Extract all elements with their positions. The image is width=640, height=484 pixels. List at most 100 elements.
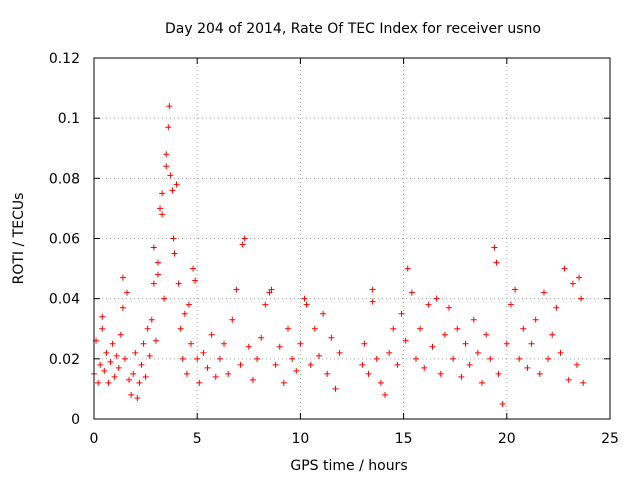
data-point [470, 316, 477, 323]
data-point [97, 361, 104, 368]
data-point [580, 379, 587, 386]
data-point [576, 274, 583, 281]
data-point [159, 211, 166, 218]
data-point [311, 325, 318, 332]
data-point [454, 325, 461, 332]
data-point [188, 340, 195, 347]
data-point [361, 340, 368, 347]
data-point [272, 361, 279, 368]
data-point [183, 370, 190, 377]
data-point [398, 310, 405, 317]
data-point [549, 331, 556, 338]
data-point [181, 310, 188, 317]
data-point [175, 280, 182, 287]
data-point [111, 373, 118, 380]
data-point [394, 361, 401, 368]
chart-title: Day 204 of 2014, Rate Of TEC Index for r… [165, 21, 541, 37]
data-point [171, 250, 178, 257]
data-point [134, 394, 141, 401]
data-point [450, 355, 457, 362]
data-point [107, 358, 114, 365]
data-point [503, 340, 510, 347]
data-point [324, 370, 331, 377]
data-point [152, 337, 159, 344]
data-point [441, 331, 448, 338]
data-point [239, 241, 246, 248]
data-point [254, 355, 261, 362]
y-tick-label: 0.02 [49, 352, 80, 368]
data-point [113, 352, 120, 359]
data-point [565, 376, 572, 383]
data-point [382, 391, 389, 398]
data-point [179, 355, 186, 362]
data-point [466, 361, 473, 368]
y-axis-label: ROTI / TECUs [11, 193, 27, 285]
data-point [373, 355, 380, 362]
data-point [293, 367, 300, 374]
data-point [297, 340, 304, 347]
axis-ticks: 0 5 10 15 20 25 0 0.02 0.04 0.06 0.08 0.1 0.12 [49, 51, 619, 447]
data-point [512, 286, 519, 293]
y-tick-label: 0 [71, 412, 80, 428]
data-point [573, 361, 580, 368]
data-point [165, 124, 172, 131]
data-point [196, 379, 203, 386]
data-point [144, 325, 151, 332]
data-point [268, 286, 275, 293]
data-point [212, 373, 219, 380]
data-point [561, 265, 568, 272]
data-point [190, 265, 197, 272]
data-point [569, 280, 576, 287]
data-point [170, 235, 177, 242]
data-point [386, 349, 393, 356]
data-point [507, 301, 514, 308]
x-tick-label: 15 [395, 431, 413, 447]
data-point [225, 370, 232, 377]
data-point [146, 352, 153, 359]
data-points [91, 103, 587, 407]
data-point [229, 316, 236, 323]
data-point [142, 373, 149, 380]
data-point [128, 391, 135, 398]
data-point [124, 289, 131, 296]
data-point [359, 361, 366, 368]
data-point [491, 244, 498, 251]
data-point [402, 337, 409, 344]
data-point [159, 190, 166, 197]
data-point [200, 349, 207, 356]
data-point [493, 259, 500, 266]
data-point [332, 385, 339, 392]
data-point [495, 370, 502, 377]
data-point [185, 301, 192, 308]
data-point [516, 355, 523, 362]
data-point [289, 355, 296, 362]
data-point [119, 274, 126, 281]
data-point [241, 235, 248, 242]
data-point [157, 205, 164, 212]
data-point [163, 163, 170, 170]
data-point [249, 376, 256, 383]
data-point [130, 370, 137, 377]
data-point [369, 286, 376, 293]
data-point [99, 325, 106, 332]
y-tick-label: 0.04 [49, 292, 80, 308]
data-point [99, 313, 106, 320]
data-point [365, 370, 372, 377]
data-point [245, 343, 252, 350]
data-point [117, 331, 124, 338]
data-point [404, 265, 411, 272]
data-point [390, 325, 397, 332]
data-point [483, 331, 490, 338]
data-point [101, 367, 108, 374]
data-point [221, 340, 228, 347]
data-point [369, 298, 376, 305]
data-point [161, 295, 168, 302]
data-point [412, 355, 419, 362]
data-point [194, 355, 201, 362]
data-point [429, 343, 436, 350]
y-tick-label: 0.1 [58, 111, 80, 127]
data-point [315, 352, 322, 359]
data-point [136, 379, 143, 386]
